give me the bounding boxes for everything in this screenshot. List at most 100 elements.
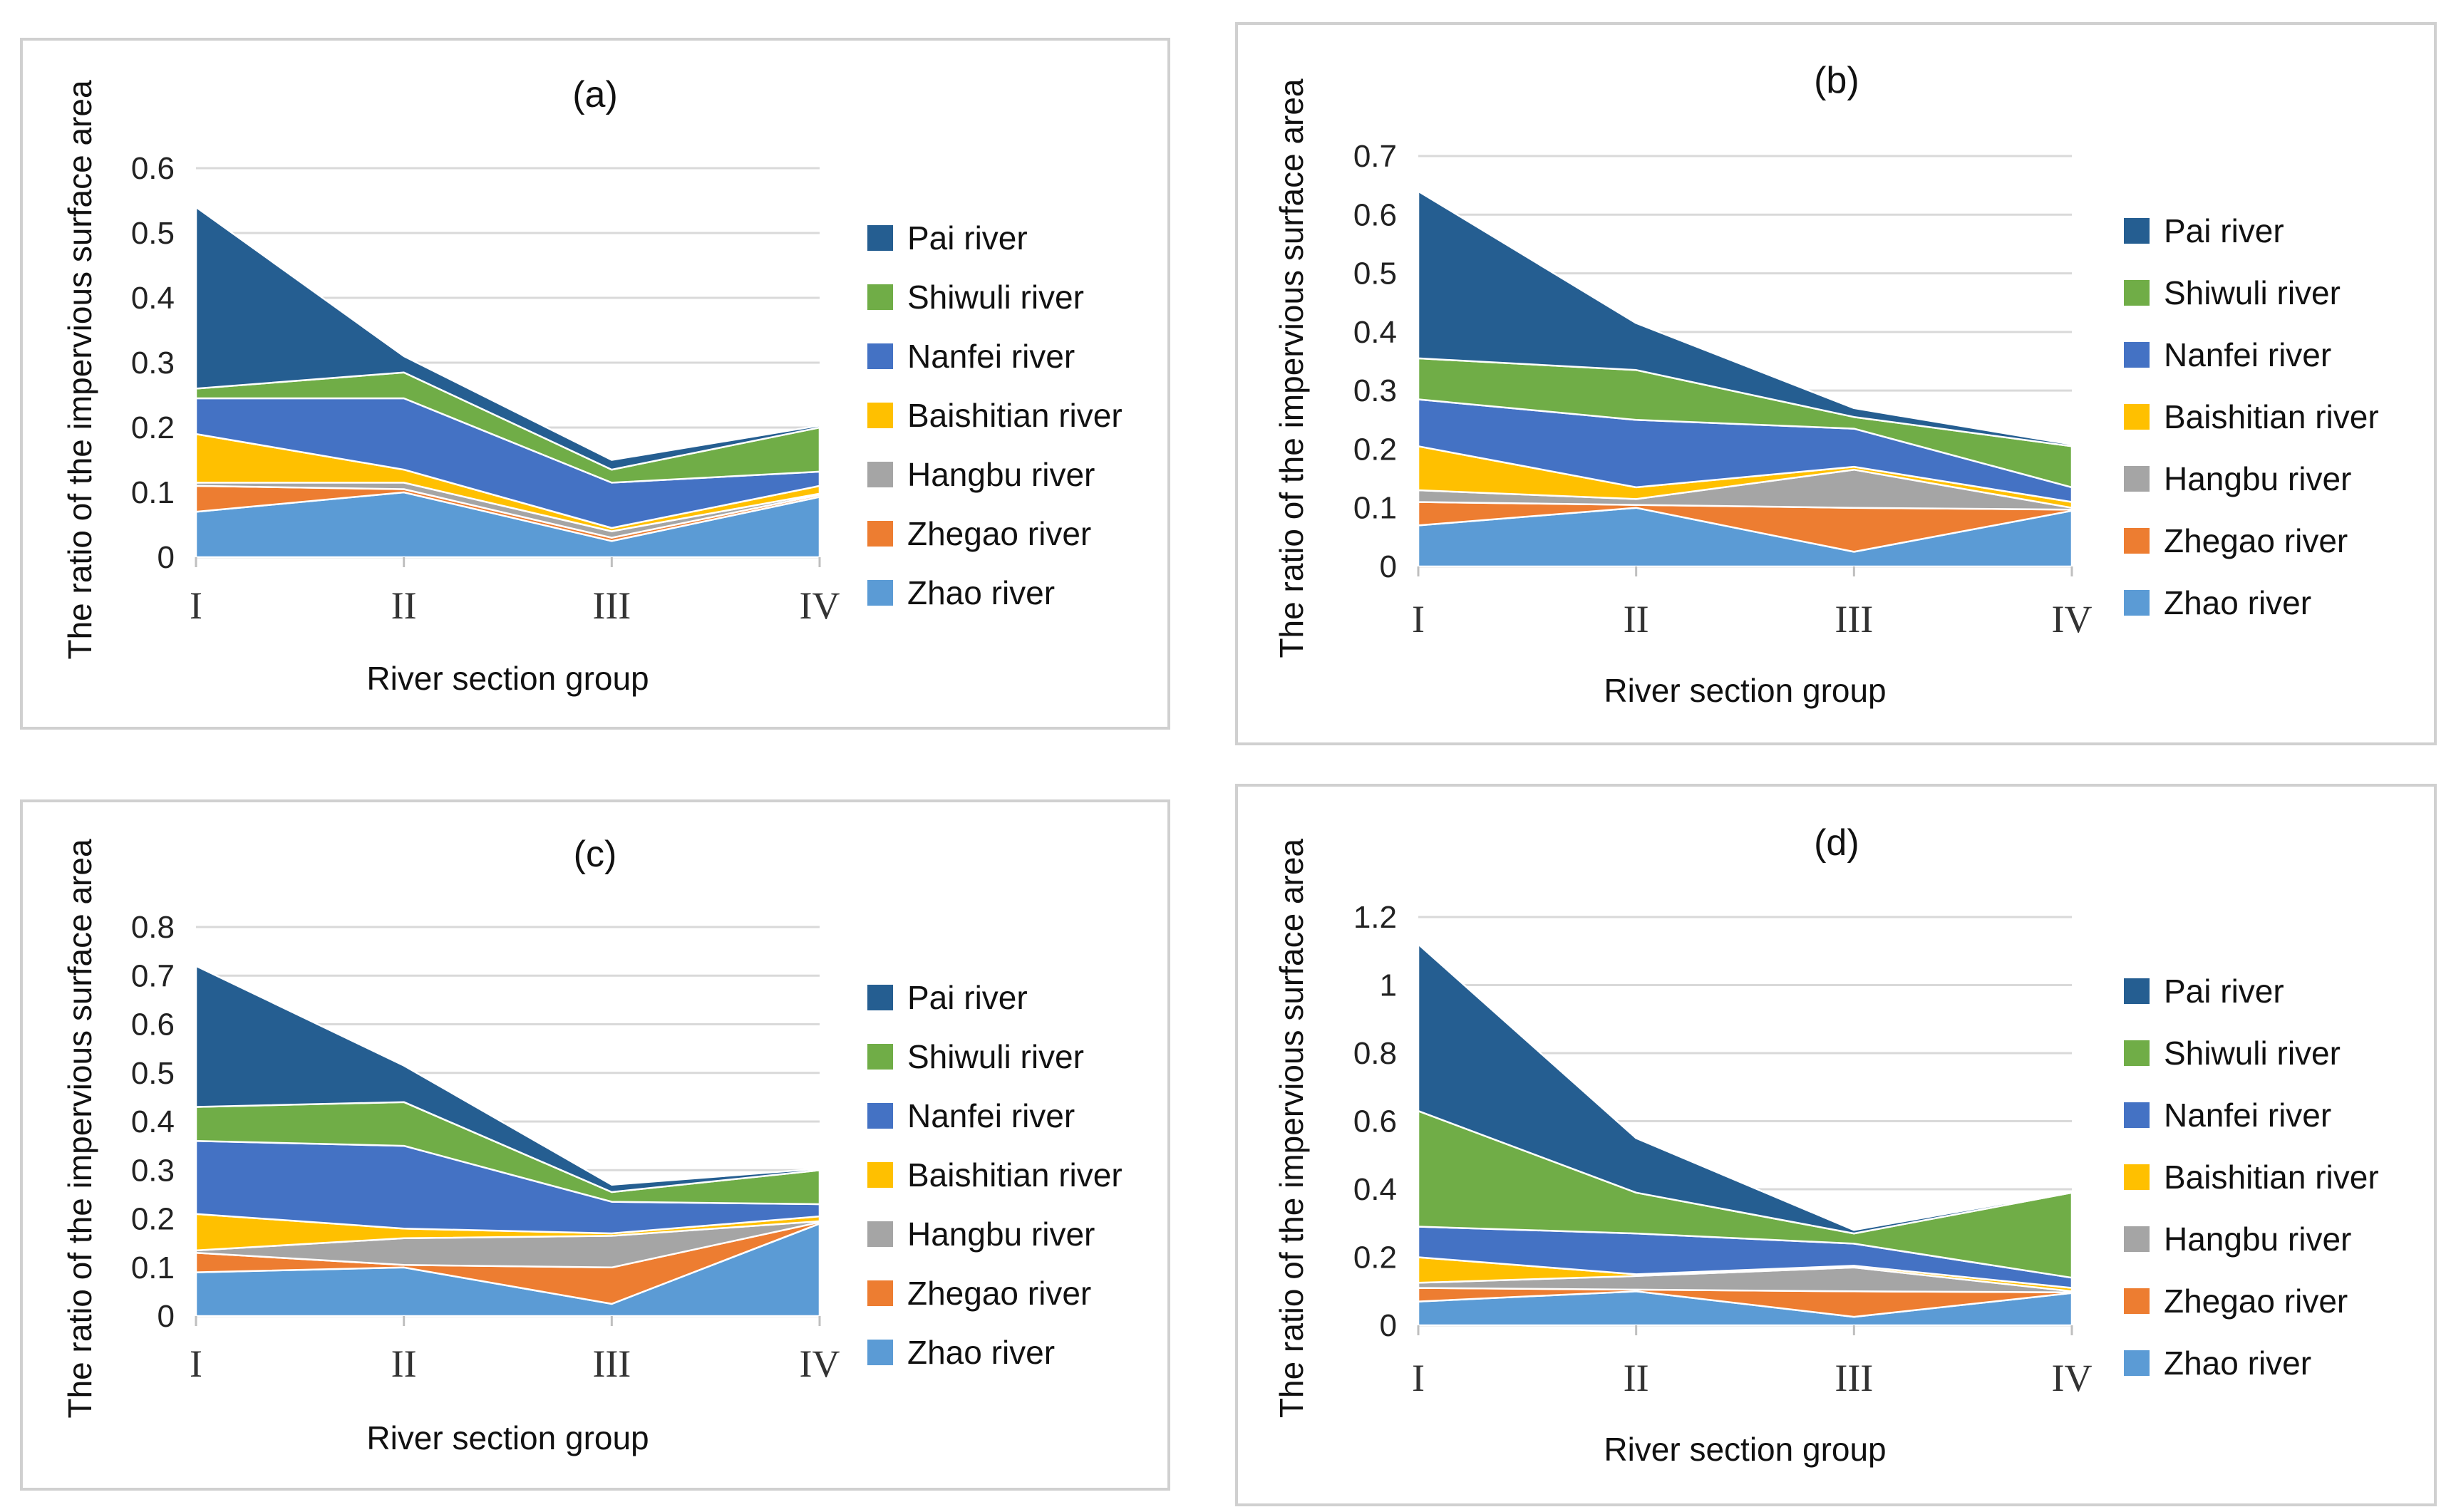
chart-title: (d) bbox=[1814, 822, 1859, 864]
x-tick-label: III bbox=[592, 584, 631, 627]
legend-swatch bbox=[2124, 1164, 2150, 1190]
legend-swatch bbox=[2124, 1226, 2150, 1252]
area-series-pai-river bbox=[195, 965, 821, 1193]
legend-swatch bbox=[867, 225, 893, 251]
y-tick-label: 0 bbox=[158, 540, 175, 575]
legend-label: Zhao river bbox=[907, 574, 1055, 611]
x-tick-label: II bbox=[1624, 598, 1649, 641]
x-tick-label: IV bbox=[800, 1342, 840, 1385]
y-tick-label: 0.4 bbox=[131, 1104, 175, 1139]
y-tick-label: 0.6 bbox=[1353, 197, 1397, 232]
legend-swatch bbox=[867, 985, 893, 1010]
legend-swatch bbox=[2124, 404, 2150, 430]
legend-label: Zhao river bbox=[907, 1334, 1055, 1371]
legend-label: Nanfei river bbox=[2164, 1097, 2331, 1134]
area-series-pai-river bbox=[1417, 190, 2073, 447]
y-tick-label: 1.2 bbox=[1353, 900, 1397, 935]
chart-panel-b: 00.10.20.30.40.50.60.7I II III IV(b)River s… bbox=[1235, 22, 2437, 745]
y-tick-label: 0.5 bbox=[131, 216, 175, 251]
x-axis-title: River section group bbox=[366, 660, 649, 697]
y-tick-label: 0 bbox=[1380, 549, 1397, 584]
legend-label: Shiwuli river bbox=[2164, 274, 2341, 311]
legend-swatch bbox=[2124, 466, 2150, 492]
legend-swatch bbox=[2124, 218, 2150, 244]
y-tick-label: 0.1 bbox=[131, 475, 175, 510]
y-tick-label: 0.6 bbox=[1353, 1104, 1397, 1139]
legend-swatch bbox=[867, 1340, 893, 1365]
y-tick-label: 0 bbox=[1380, 1308, 1397, 1343]
y-tick-label: 0.1 bbox=[1353, 491, 1397, 526]
legend-swatch bbox=[867, 462, 893, 487]
legend-swatch bbox=[2124, 280, 2150, 306]
legend-label: Hangbu river bbox=[2164, 1221, 2351, 1258]
legend-label: Baishitian river bbox=[907, 397, 1123, 434]
y-tick-label: 0.8 bbox=[131, 910, 175, 945]
chart-panel-c: 00.10.20.30.40.50.60.70.8I II III IV(c)Rive… bbox=[20, 799, 1170, 1491]
legend-label: Pai river bbox=[2164, 212, 2284, 249]
legend-swatch bbox=[2124, 1040, 2150, 1066]
legend-swatch bbox=[2124, 978, 2150, 1004]
x-tick-label: IV bbox=[800, 584, 840, 627]
legend-swatch bbox=[2124, 590, 2150, 616]
chart-title: (c) bbox=[574, 834, 617, 875]
y-tick-label: 0.8 bbox=[1353, 1036, 1397, 1071]
chart-title: (b) bbox=[1814, 60, 1859, 101]
x-tick-label: III bbox=[1835, 598, 1873, 641]
legend-swatch bbox=[2124, 1350, 2150, 1376]
legend-label: Zhegao river bbox=[907, 1275, 1091, 1312]
legend-swatch bbox=[867, 1044, 893, 1070]
legend-label: Hangbu river bbox=[907, 456, 1095, 493]
y-tick-label: 0.3 bbox=[131, 1153, 175, 1188]
x-tick-label: II bbox=[391, 584, 417, 627]
y-tick-label: 0.4 bbox=[1353, 1172, 1397, 1207]
legend-swatch bbox=[867, 1103, 893, 1129]
legend-swatch bbox=[867, 521, 893, 547]
y-tick-label: 0.4 bbox=[1353, 315, 1397, 350]
chart-panel-a: 00.10.20.30.40.50.6I II III IV(a)River sect… bbox=[20, 38, 1170, 730]
x-tick-label: III bbox=[1835, 1357, 1873, 1399]
legend-label: Hangbu river bbox=[907, 1216, 1095, 1253]
y-axis-title: The ratio of the impervious surface area bbox=[61, 80, 98, 659]
legend-label: Hangbu river bbox=[2164, 460, 2351, 497]
chart-panel-d: 00.20.40.60.811.2I II III IV(d)River sectio… bbox=[1235, 784, 2437, 1506]
legend-label: Zhegao river bbox=[907, 515, 1091, 552]
y-tick-label: 0.6 bbox=[131, 1008, 175, 1042]
legend-label: Pai river bbox=[907, 979, 1028, 1016]
y-tick-label: 0.2 bbox=[131, 1202, 175, 1237]
y-tick-label: 0.7 bbox=[131, 958, 175, 993]
x-tick-label: I bbox=[1412, 598, 1425, 641]
legend: Pai river Shiwuli river Nanfei river Baishi… bbox=[2124, 973, 2379, 1382]
x-axis-title: River section group bbox=[1604, 672, 1886, 709]
legend-swatch bbox=[867, 284, 893, 310]
y-tick-label: 0.4 bbox=[131, 281, 175, 316]
legend-swatch bbox=[867, 580, 893, 606]
x-tick-label: IV bbox=[2052, 1357, 2093, 1399]
x-axis-title: River section group bbox=[366, 1419, 649, 1456]
panel-frame bbox=[20, 799, 1170, 1491]
y-tick-label: 0.3 bbox=[131, 346, 175, 380]
legend: Pai river Shiwuli river Nanfei river Baishi… bbox=[867, 219, 1123, 611]
legend-label: Zhao river bbox=[2164, 584, 2311, 621]
legend-label: Shiwuli river bbox=[907, 1038, 1084, 1075]
legend-label: Zhao river bbox=[2164, 1345, 2311, 1382]
x-tick-label: IV bbox=[2052, 598, 2093, 641]
legend-label: Pai river bbox=[907, 219, 1028, 257]
x-tick-label: I bbox=[190, 1342, 202, 1385]
y-tick-label: 0.2 bbox=[131, 410, 175, 445]
area-series-pai-river bbox=[1417, 943, 2073, 1235]
legend-swatch bbox=[2124, 1102, 2150, 1128]
legend-label: Nanfei river bbox=[907, 338, 1075, 375]
legend-label: Shiwuli river bbox=[907, 279, 1084, 316]
legend-swatch bbox=[867, 343, 893, 369]
y-axis-title: The ratio of the impervious surface area bbox=[1273, 839, 1310, 1418]
legend-swatch bbox=[2124, 342, 2150, 368]
legend-swatch bbox=[2124, 528, 2150, 554]
legend-swatch bbox=[867, 403, 893, 428]
legend-swatch bbox=[867, 1162, 893, 1188]
y-tick-label: 0.5 bbox=[131, 1056, 175, 1091]
y-tick-label: 0.2 bbox=[1353, 1241, 1397, 1275]
legend-label: Nanfei river bbox=[2164, 336, 2331, 373]
legend-label: Baishitian river bbox=[2164, 1159, 2379, 1196]
legend-label: Shiwuli river bbox=[2164, 1035, 2341, 1072]
